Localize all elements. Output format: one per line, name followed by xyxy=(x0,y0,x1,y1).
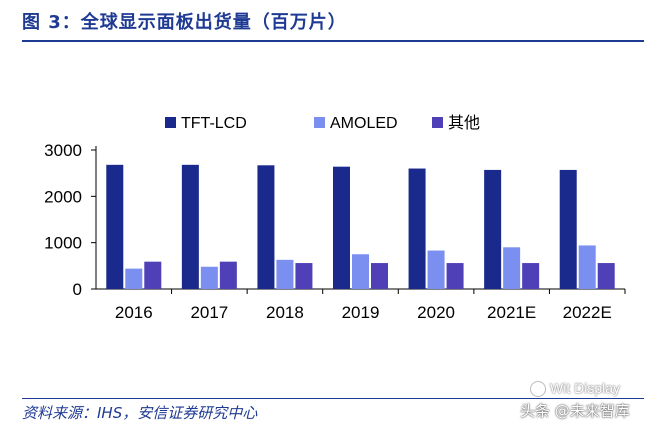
x-tick-label: 2017 xyxy=(190,303,228,322)
x-tick-label: 2022E xyxy=(563,303,612,322)
bar-TFT-LCD-2020 xyxy=(408,168,426,289)
bar-TFT-LCD-2017 xyxy=(181,164,199,289)
y-tick-label: 1000 xyxy=(44,234,82,253)
bar-其他-2016 xyxy=(144,261,162,289)
bar-其他-2017 xyxy=(219,261,237,289)
title-divider xyxy=(22,40,644,42)
legend-swatch-其他 xyxy=(432,117,443,128)
bar-其他-2019 xyxy=(371,263,388,289)
x-tick-label: 2018 xyxy=(266,303,304,322)
y-tick-label: 3000 xyxy=(44,141,82,160)
watermark-icon xyxy=(530,381,546,397)
bar-其他-2022E xyxy=(597,263,615,289)
legend-swatch-AMOLED xyxy=(314,117,325,128)
bar-其他-2020 xyxy=(446,263,464,289)
x-tick-label: 2019 xyxy=(342,303,380,322)
bar-AMOLED-2022E xyxy=(578,245,596,289)
legend-label-其他: 其他 xyxy=(448,114,480,132)
bar-AMOLED-2019 xyxy=(352,254,369,289)
bar-AMOLED-2020 xyxy=(427,250,445,289)
bar-AMOLED-2018 xyxy=(276,259,294,289)
x-tick-label: 2021E xyxy=(487,303,536,322)
legend-label-TFT-LCD: TFT-LCD xyxy=(181,115,247,132)
bar-AMOLED-2017 xyxy=(200,266,218,289)
watermark-brand: Wit Display xyxy=(550,380,621,396)
bar-TFT-LCD-2021E xyxy=(484,169,502,289)
chart-title: 图 3：全球显示面板出货量（百万片） xyxy=(22,12,347,33)
source-divider xyxy=(22,398,644,399)
y-tick-label: 0 xyxy=(73,280,82,299)
y-tick-label: 2000 xyxy=(44,187,82,206)
x-tick-label: 2016 xyxy=(115,303,153,322)
legend-label-AMOLED: AMOLED xyxy=(330,115,398,132)
bar-TFT-LCD-2018 xyxy=(257,165,275,289)
bar-其他-2018 xyxy=(295,263,313,289)
x-tick-label: 2020 xyxy=(417,303,455,322)
bar-TFT-LCD-2019 xyxy=(333,166,350,289)
title-bar: 图 3：全球显示面板出货量（百万片） xyxy=(22,8,642,38)
bar-TFT-LCD-2016 xyxy=(106,164,124,289)
legend-swatch-TFT-LCD xyxy=(165,117,176,128)
bar-其他-2021E xyxy=(522,263,540,289)
source-note: 资料来源：IHS，安信证券研究中心 xyxy=(22,404,258,422)
bar-TFT-LCD-2022E xyxy=(559,169,577,289)
bar-AMOLED-2016 xyxy=(125,268,143,289)
watermark-account: 头条 @未来智库 xyxy=(520,402,630,420)
bar-AMOLED-2021E xyxy=(503,247,521,289)
